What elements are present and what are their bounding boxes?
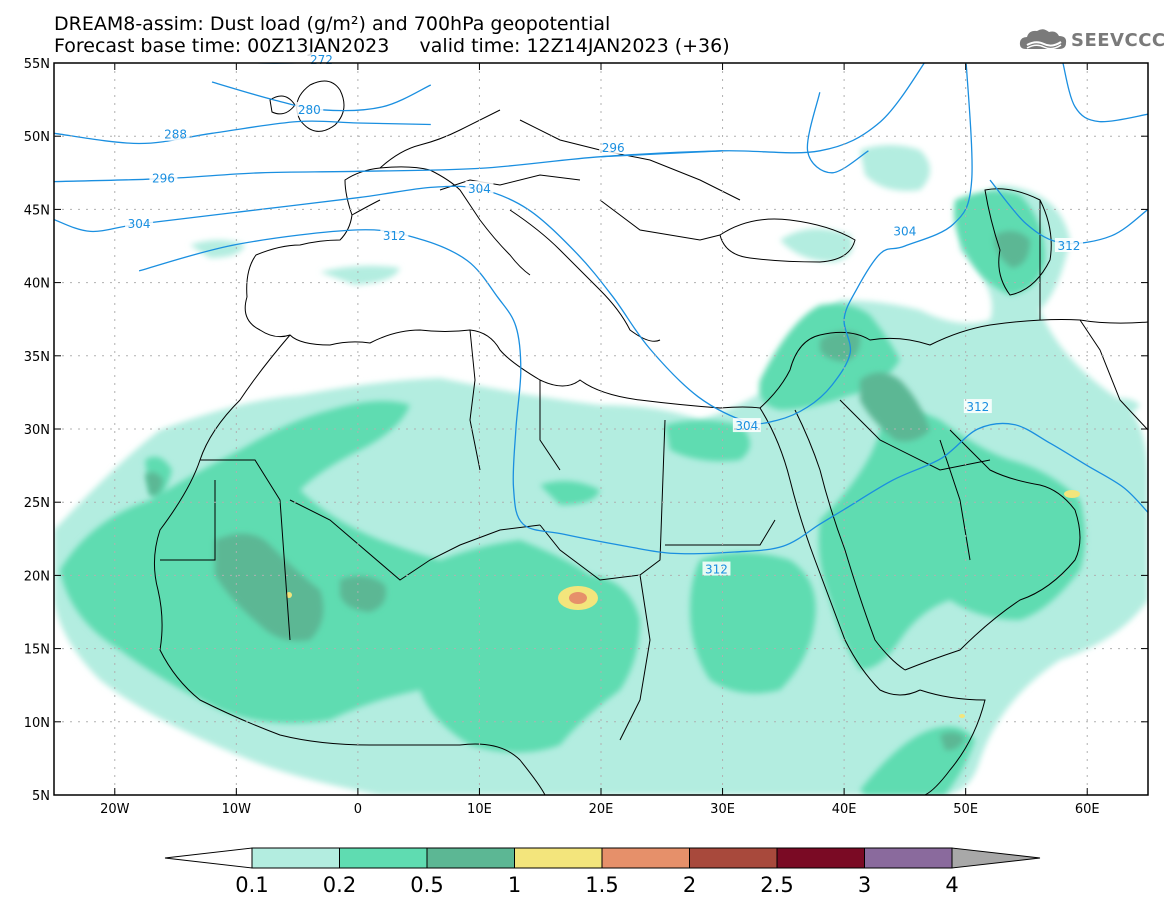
- contour-label-bg: [963, 399, 992, 414]
- lat-tick-label: 15N: [24, 643, 50, 658]
- lon-tick-label: 40E: [832, 802, 857, 817]
- contour-label: 312: [383, 229, 406, 243]
- contour-label-bg: [125, 216, 154, 231]
- contour-label: 312: [1058, 239, 1081, 253]
- colorbar-label: 2: [683, 873, 696, 897]
- colorbar-min-arrow: [164, 847, 253, 869]
- contour-label-bg: [890, 223, 919, 238]
- lat-tick-label: 30N: [24, 423, 50, 438]
- lat-tick-label: 40N: [24, 277, 50, 292]
- logo-text: SEEVCCC: [1071, 29, 1165, 51]
- colorbar-segment: [426, 847, 515, 869]
- contour-label: 280: [298, 103, 321, 117]
- lat-tick-label: 45N: [24, 203, 50, 218]
- axis-ticks: [54, 62, 1148, 796]
- chart-subtitle: Forecast base time: 00Z13JAN2023 valid t…: [54, 35, 730, 57]
- contour-label-bg: [295, 101, 324, 116]
- contour-label-bg: [732, 418, 761, 433]
- lon-tick-label: 20E: [589, 802, 614, 817]
- contour-line: [600, 150, 723, 158]
- lon-tick-label: 0: [354, 802, 362, 817]
- geopotential-contours: [54, 63, 1148, 555]
- contour-line: [1062, 63, 1148, 123]
- lon-tick-label: 10W: [222, 802, 252, 817]
- lat-tick-label: 20N: [24, 569, 50, 584]
- cloud-icon: [1019, 29, 1067, 50]
- lat-tick-label: 10N: [24, 716, 50, 731]
- contour-line: [54, 120, 431, 145]
- colorbar-segment: [864, 847, 953, 869]
- lat-tick-label: 55N: [24, 57, 50, 72]
- contour-line: [247, 63, 314, 64]
- colorbar-label: 1.5: [585, 873, 618, 897]
- colorbar-segment: [514, 847, 603, 869]
- axis-labels: 20W 10W 0 10E 20E 30E 40E 50E 60E 55N 50N 45N 40N 35N…: [24, 57, 1100, 817]
- contour-label-bg: [149, 170, 178, 185]
- contour-label-bg: [1054, 238, 1083, 252]
- colorbar-label: 0.2: [323, 873, 356, 897]
- graticule: [54, 63, 1148, 795]
- lon-tick-label: 30E: [710, 802, 735, 817]
- contour-label: 296: [602, 141, 625, 155]
- contour-label: 304: [735, 419, 758, 433]
- contour-line: [806, 92, 869, 174]
- contour-label: 272: [310, 53, 333, 67]
- colorbar-max-arrow: [951, 847, 1041, 869]
- contour-label: 304: [468, 182, 491, 196]
- contour-line: [138, 229, 1148, 555]
- lon-tick-label: 50E: [953, 802, 978, 817]
- coastlines: [154, 80, 1148, 795]
- lon-tick-label: 60E: [1075, 802, 1100, 817]
- lat-tick-label: 5N: [32, 789, 50, 804]
- contour-label: 304: [893, 224, 916, 238]
- lat-tick-label: 50N: [24, 130, 50, 145]
- colorbar-label: 2.5: [760, 873, 793, 897]
- colorbar-segment: [601, 847, 690, 869]
- contour-label: 312: [966, 400, 989, 414]
- lon-tick-label: 10E: [467, 802, 492, 817]
- colorbar-label: 0.5: [410, 873, 443, 897]
- contour-label: 312: [705, 563, 728, 577]
- contour-label-bg: [599, 139, 628, 154]
- contour-label-bg: [380, 227, 409, 242]
- contour-label: 296: [152, 172, 175, 186]
- colorbar-label: 3: [858, 873, 871, 897]
- colorbar-label: 0.1: [235, 873, 268, 897]
- colorbar-segment: [776, 847, 865, 869]
- colorbar-segment: [689, 847, 778, 869]
- contour-label-bg: [465, 180, 494, 195]
- contour-label: 288: [164, 128, 187, 142]
- colorbar-label: 1: [508, 873, 521, 897]
- chart-title: DREAM8-assim: Dust load (g/m²) and 700hP…: [54, 13, 611, 35]
- colorbar-segment: [339, 847, 428, 869]
- lat-tick-label: 35N: [24, 350, 50, 365]
- seevccc-logo: SEEVCCC: [1018, 26, 1165, 54]
- contour-label: 304: [128, 217, 151, 231]
- contour-label-bg: [702, 561, 731, 576]
- contour-label-bg: [161, 126, 190, 141]
- colorbar-segment: [251, 847, 340, 869]
- geopotential-contour-labels: 272 280 288 296 296 304 304 304 304 312 312 312 312: [125, 52, 1083, 577]
- lat-tick-label: 25N: [24, 496, 50, 511]
- lon-tick-label: 20W: [100, 802, 130, 817]
- contour-line: [54, 63, 973, 425]
- colorbar: 0.1 0.2 0.5 1 1.5 2 2.5 3 4: [164, 847, 1041, 897]
- colorbar-label: 4: [945, 873, 958, 897]
- contour-line: [54, 63, 926, 183]
